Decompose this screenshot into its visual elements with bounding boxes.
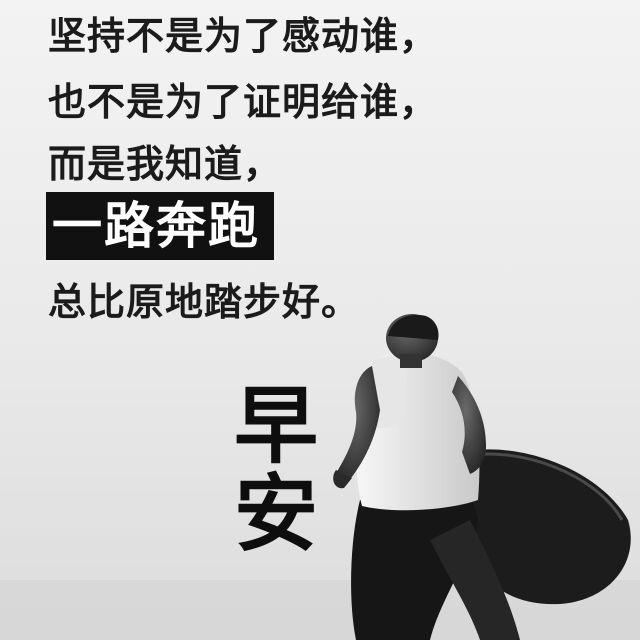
runner-legs [351, 490, 520, 640]
runner-left-arm [333, 366, 380, 489]
quote-line-1: 坚持不是为了感动谁， [48, 14, 439, 58]
runner-right-arm [452, 376, 486, 474]
quote-highlight: 一路奔跑 [46, 192, 274, 260]
quote-line-5: 总比原地踏步好。 [48, 280, 361, 324]
runner-head [386, 314, 439, 368]
surfboard [462, 449, 631, 605]
greeting-char-2: 安 [233, 465, 318, 563]
quote-line-3: 而是我知道， [48, 142, 283, 186]
greeting-char-1: 早 [233, 377, 318, 475]
quote-line-2: 也不是为了证明给谁， [48, 80, 439, 124]
